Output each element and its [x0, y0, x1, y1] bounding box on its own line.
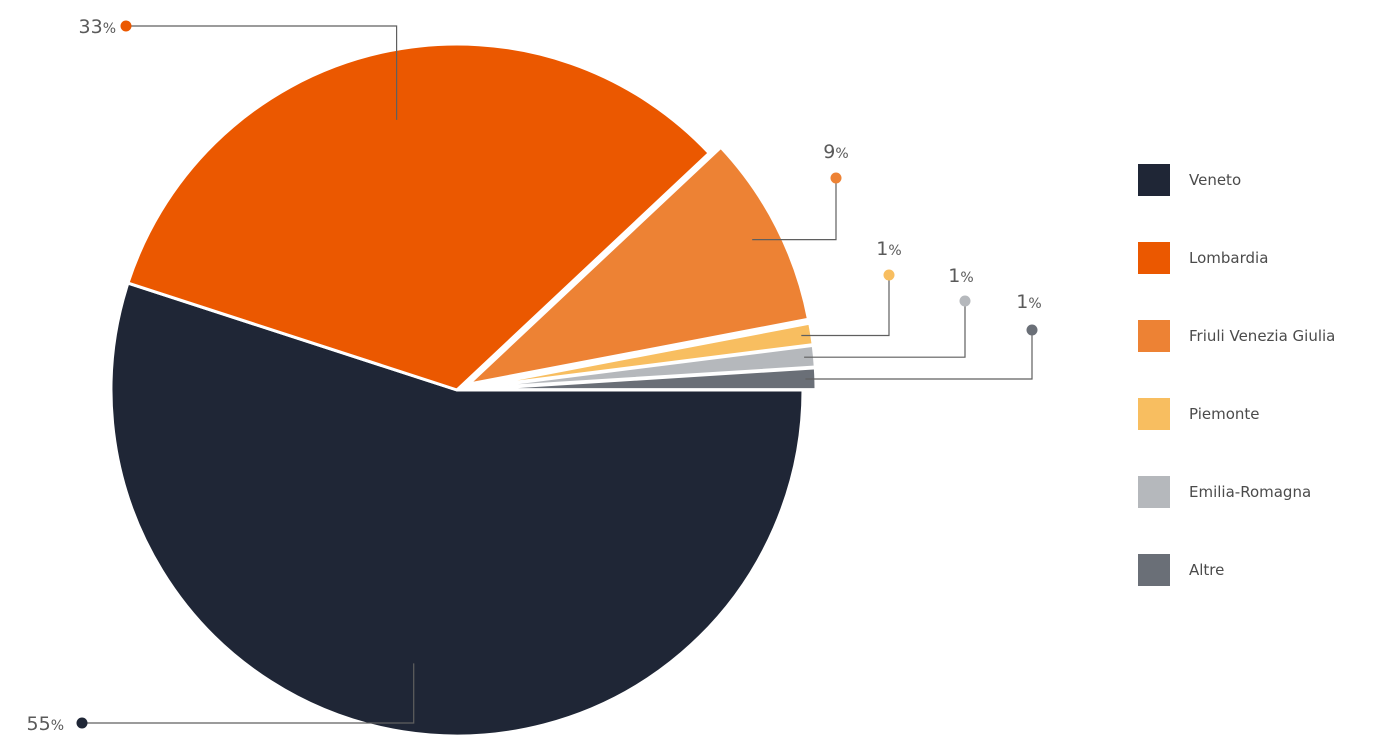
legend-label-altre: Altre: [1189, 561, 1225, 579]
leader-dot-friuli-venezia-giulia: [830, 172, 842, 184]
legend-item-veneto[interactable]: Veneto: [1138, 163, 1335, 197]
legend-swatch-veneto: [1138, 164, 1170, 196]
leader-dot-altre: [1026, 324, 1038, 336]
leader-line-altre: [805, 330, 1033, 380]
leader-line-piemonte: [801, 275, 890, 337]
legend-label-emilia-romagna: Emilia-Romagna: [1189, 483, 1312, 501]
data-label-piemonte: 1%: [876, 238, 901, 260]
legend-swatch-friuli-venezia-giulia: [1138, 320, 1170, 352]
leader-dot-veneto: [76, 717, 88, 729]
data-label-altre: 1%: [1016, 291, 1041, 313]
leader-dot-lombardia: [120, 20, 132, 32]
legend-label-friuli-venezia-giulia: Friuli Venezia Giulia: [1189, 327, 1336, 345]
leader-dot-emilia-romagna: [959, 295, 971, 307]
chart-legend: Veneto Lombardia Friuli Venezia Giulia P…: [1138, 163, 1335, 631]
pie-slices: [109, 42, 818, 735]
pie-slice-friuli-venezia-giulia[interactable]: [467, 145, 810, 386]
data-label-emilia-romagna: 1%: [948, 265, 973, 287]
legend-item-emilia-romagna[interactable]: Emilia-Romagna: [1138, 475, 1335, 509]
legend-item-altre[interactable]: Altre: [1138, 553, 1335, 587]
legend-swatch-emilia-romagna: [1138, 476, 1170, 508]
legend-label-piemonte: Piemonte: [1189, 405, 1260, 423]
leader-line-lombardia: [126, 25, 398, 120]
data-label-friuli-venezia-giulia: 9%: [823, 141, 848, 163]
pie-slice-lombardia[interactable]: [126, 42, 711, 392]
leader-line-veneto: [82, 663, 415, 724]
data-label-lombardia: 33%: [79, 16, 117, 38]
pie-slice-veneto[interactable]: [109, 281, 805, 735]
leader-line-emilia-romagna: [804, 301, 966, 358]
legend-label-lombardia: Lombardia: [1189, 249, 1269, 267]
leader-line-friuli-venezia-giulia: [752, 178, 837, 241]
legend-swatch-altre: [1138, 554, 1170, 586]
legend-swatch-piemonte: [1138, 398, 1170, 430]
legend-label-veneto: Veneto: [1189, 171, 1242, 189]
legend-swatch-lombardia: [1138, 242, 1170, 274]
legend-item-friuli-venezia-giulia[interactable]: Friuli Venezia Giulia: [1138, 319, 1335, 353]
legend-item-piemonte[interactable]: Piemonte: [1138, 397, 1335, 431]
legend-item-lombardia[interactable]: Lombardia: [1138, 241, 1335, 275]
leader-dot-piemonte: [883, 269, 895, 281]
data-label-veneto: 55%: [27, 713, 65, 735]
